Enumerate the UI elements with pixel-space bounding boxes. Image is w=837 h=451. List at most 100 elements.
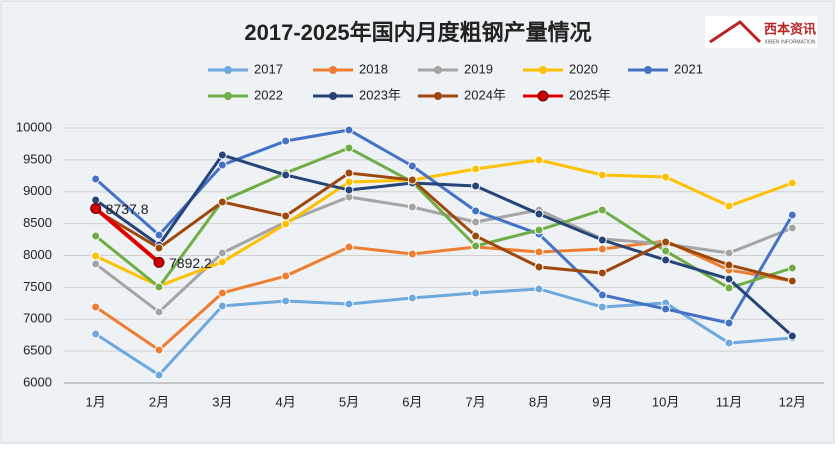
logo-subtitle: XIBEN INFORMATION bbox=[764, 39, 815, 45]
data-point bbox=[471, 231, 481, 241]
data-point bbox=[407, 293, 417, 303]
data-point bbox=[91, 302, 101, 312]
legend-label: 2019 bbox=[464, 61, 493, 76]
series-line bbox=[94, 171, 793, 283]
chart-title: 2017-2025年国内月度粗钢产量情况 bbox=[244, 20, 591, 45]
data-point bbox=[217, 248, 227, 258]
data-point bbox=[724, 338, 734, 348]
data-point bbox=[344, 168, 354, 178]
data-point bbox=[407, 175, 417, 185]
data-point bbox=[787, 331, 797, 341]
data-point bbox=[344, 125, 354, 135]
y-tick-label: 6500 bbox=[23, 343, 52, 358]
y-tick-label: 6000 bbox=[23, 374, 52, 389]
data-point bbox=[661, 237, 671, 247]
data-point bbox=[344, 299, 354, 309]
data-point bbox=[471, 206, 481, 216]
x-tick-label: 11月 bbox=[716, 394, 743, 409]
y-tick-label: 9500 bbox=[23, 151, 52, 166]
data-point bbox=[661, 246, 671, 256]
data-point bbox=[281, 211, 291, 221]
legend-label: 2025年 bbox=[569, 87, 611, 102]
series-line bbox=[94, 146, 793, 290]
series-line bbox=[94, 153, 794, 338]
data-point bbox=[724, 260, 734, 270]
data-point bbox=[724, 318, 734, 328]
legend-marker bbox=[329, 66, 337, 74]
data-point bbox=[281, 136, 291, 146]
x-tick-label: 3月 bbox=[212, 394, 232, 409]
data-point bbox=[91, 259, 101, 269]
data-point bbox=[787, 223, 797, 233]
x-tick-label: 7月 bbox=[466, 394, 486, 409]
data-point bbox=[91, 174, 101, 184]
legend-marker bbox=[644, 66, 652, 74]
data-point bbox=[724, 283, 734, 293]
y-tick-label: 9000 bbox=[23, 183, 52, 198]
data-point bbox=[217, 197, 227, 207]
legend-label: 2023年 bbox=[359, 87, 401, 102]
data-point bbox=[154, 345, 164, 355]
legend-label: 2022 bbox=[254, 87, 283, 102]
data-point bbox=[471, 164, 481, 174]
x-tick-label: 4月 bbox=[276, 394, 296, 409]
data-point bbox=[787, 210, 797, 220]
data-point bbox=[91, 195, 101, 205]
data-point bbox=[217, 257, 227, 267]
x-tick-label: 10月 bbox=[652, 394, 679, 409]
data-point bbox=[217, 301, 227, 311]
data-label: 8737.8 bbox=[106, 201, 149, 217]
data-point bbox=[471, 241, 481, 251]
series-line bbox=[94, 128, 794, 325]
data-point bbox=[407, 249, 417, 259]
data-point bbox=[534, 209, 544, 219]
legend-marker bbox=[539, 66, 547, 74]
data-point bbox=[597, 205, 607, 215]
y-tick-label: 10000 bbox=[16, 119, 52, 134]
data-point bbox=[661, 304, 671, 314]
data-point bbox=[724, 274, 734, 284]
legend-marker bbox=[224, 66, 232, 74]
legend-label: 2020 bbox=[569, 61, 598, 76]
y-tick-label: 7500 bbox=[23, 279, 52, 294]
x-tick-label: 9月 bbox=[592, 394, 612, 409]
data-point bbox=[534, 155, 544, 165]
data-point bbox=[91, 231, 101, 241]
series-line bbox=[94, 287, 793, 377]
data-point bbox=[724, 201, 734, 211]
data-point bbox=[661, 255, 671, 265]
data-point bbox=[534, 247, 544, 257]
legend-marker bbox=[537, 90, 549, 102]
x-tick-label: 1月 bbox=[86, 394, 106, 409]
y-tick-label: 8500 bbox=[23, 215, 52, 230]
data-point bbox=[597, 268, 607, 278]
data-point bbox=[154, 230, 164, 240]
data-point bbox=[534, 262, 544, 272]
data-point bbox=[90, 202, 102, 214]
legend-marker bbox=[434, 92, 442, 100]
data-point bbox=[217, 288, 227, 298]
data-point bbox=[787, 178, 797, 188]
data-point bbox=[597, 170, 607, 180]
data-point bbox=[344, 143, 354, 153]
data-point bbox=[154, 370, 164, 380]
y-tick-label: 8000 bbox=[23, 247, 52, 262]
data-point bbox=[471, 217, 481, 227]
data-point bbox=[344, 185, 354, 195]
data-point bbox=[787, 263, 797, 273]
data-point bbox=[281, 296, 291, 306]
x-tick-label: 12月 bbox=[779, 394, 806, 409]
data-point bbox=[91, 329, 101, 339]
data-point bbox=[597, 302, 607, 312]
data-point bbox=[344, 177, 354, 187]
x-tick-label: 5月 bbox=[339, 394, 359, 409]
data-point bbox=[471, 288, 481, 298]
data-label: 7892.2 bbox=[169, 255, 212, 271]
data-point bbox=[153, 256, 165, 268]
legend-marker bbox=[329, 92, 337, 100]
data-point bbox=[217, 150, 227, 160]
series-line bbox=[95, 158, 793, 288]
legend-label: 2021 bbox=[674, 61, 703, 76]
